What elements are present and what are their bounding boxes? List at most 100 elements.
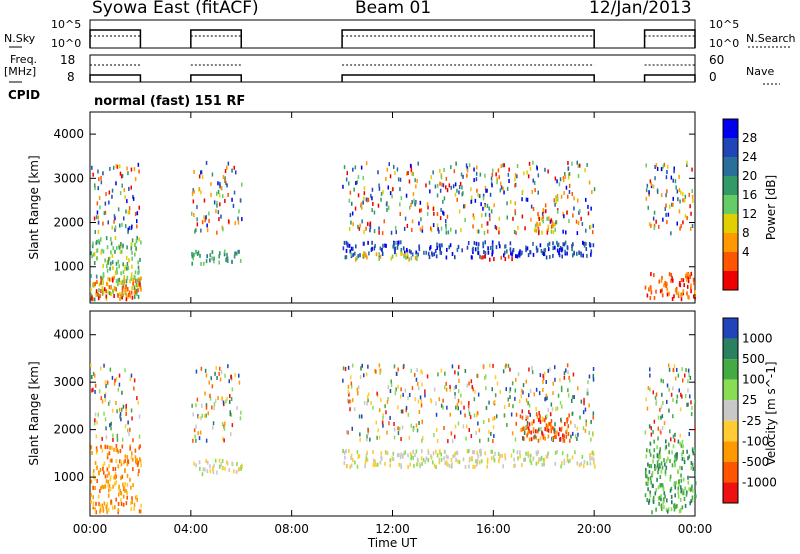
power-echo-cell <box>219 202 221 207</box>
power-echo-cell <box>403 253 406 258</box>
velocity-echo-cell <box>427 458 430 463</box>
power-echo-cell <box>547 224 550 229</box>
velocity-echo-cell <box>687 480 690 485</box>
velocity-echo-cell <box>677 494 680 499</box>
power-echo-cell <box>474 247 477 252</box>
power-echo-cell <box>366 198 369 203</box>
power-echo-cell <box>119 223 121 228</box>
velocity-echo-cell <box>667 507 670 512</box>
velocity-echo-cell <box>398 452 400 457</box>
power-echo-cell <box>96 280 98 285</box>
power-echo-cell <box>653 295 656 300</box>
power-echo-cell <box>355 181 357 186</box>
power-echo-cell <box>454 182 457 187</box>
nsky-tick-top: 10^5 <box>51 18 82 31</box>
power-echo-cell <box>370 193 372 198</box>
velocity-echo-cell <box>453 453 456 458</box>
power-echo-cell <box>577 198 579 203</box>
power-echo-cell <box>670 278 672 283</box>
velocity-echo-cell <box>514 437 517 442</box>
velocity-echo-cell <box>476 462 478 467</box>
velocity-echo-cell <box>102 467 104 471</box>
velocity-echo-cell <box>201 403 203 408</box>
velocity-echo-cell <box>527 401 529 406</box>
power-echo-cell <box>666 281 668 286</box>
velocity-echo-cell <box>566 363 569 368</box>
power-echo-cell <box>477 229 480 234</box>
power-colorbar-segment <box>723 119 738 138</box>
power-echo-cell <box>138 205 140 210</box>
power-echo-cell <box>566 210 568 215</box>
velocity-echo-cell <box>664 469 667 474</box>
power-echo-cell <box>200 170 202 175</box>
velocity-echo-cell <box>415 423 418 428</box>
power-echo-cell <box>118 245 121 250</box>
velocity-echo-cell <box>393 364 396 369</box>
power-echo-cell <box>433 252 436 257</box>
power-echo-cell <box>536 221 539 226</box>
power-echo-cell <box>114 225 117 230</box>
velocity-echo-cell <box>352 458 354 462</box>
power-echo-cell <box>114 249 116 254</box>
power-echo-cell <box>472 250 474 254</box>
power-echo-cell <box>490 176 493 181</box>
power-echo-cell <box>431 252 434 257</box>
velocity-echo-cell <box>129 477 131 482</box>
power-echo-cell <box>577 163 579 168</box>
power-echo-cell <box>205 259 208 264</box>
power-echo-cell <box>454 192 457 197</box>
power-echo-cell <box>137 265 140 270</box>
velocity-echo-cell <box>95 434 98 439</box>
velocity-echo-cell <box>414 372 416 377</box>
velocity-echo-cell <box>347 390 349 394</box>
beam-title: Beam 01 <box>355 0 432 18</box>
velocity-echo-cell <box>664 494 666 499</box>
power-echo-cell <box>129 294 131 299</box>
velocity-echo-cell <box>413 463 415 468</box>
velocity-echo-cell <box>676 452 678 456</box>
power-echo-cell <box>348 198 351 203</box>
velocity-echo-cell <box>485 374 487 379</box>
velocity-echo-cell <box>126 491 128 496</box>
freq-tick-top: 18 <box>60 53 76 67</box>
power-echo-cell <box>498 175 500 180</box>
power-echo-cell <box>373 246 376 251</box>
power-echo-cell <box>360 165 363 170</box>
velocity-echo-cell <box>400 409 403 414</box>
velocity-echo-cell <box>668 450 670 455</box>
power-echo-cell <box>567 166 570 171</box>
velocity-echo-cell <box>106 467 109 472</box>
power-echo-cell <box>440 250 443 255</box>
velocity-echo-cell <box>665 507 668 512</box>
power-echo-cell <box>128 210 131 215</box>
power-echo-cell <box>111 260 114 265</box>
velocity-echo-cell <box>672 368 675 373</box>
velocity-echo-cell <box>472 464 474 469</box>
power-echo-cell <box>352 167 354 172</box>
velocity-colorbar-tick: 500 <box>742 352 765 366</box>
power-echo-cell <box>225 258 227 263</box>
velocity-echo-cell <box>514 396 516 401</box>
power-echo-cell <box>459 181 462 186</box>
velocity-echo-cell <box>644 471 647 475</box>
power-echo-cell <box>663 283 665 288</box>
power-echo-cell <box>537 173 540 178</box>
velocity-echo-cell <box>557 432 560 437</box>
power-echo-cell <box>136 283 139 288</box>
power-echo-cell <box>389 174 392 179</box>
power-echo-cell <box>123 275 126 279</box>
power-echo-cell <box>440 173 443 178</box>
power-echo-cell <box>92 281 95 286</box>
power-echo-cell <box>105 192 107 197</box>
velocity-echo-cell <box>409 452 412 456</box>
velocity-echo-cell <box>109 475 112 480</box>
power-echo-cell <box>102 280 105 285</box>
power-echo-cell <box>427 251 430 256</box>
velocity-echo-cell <box>691 498 694 503</box>
velocity-echo-cell <box>111 375 114 380</box>
velocity-echo-cell <box>552 426 555 431</box>
velocity-echo-cell <box>106 452 109 457</box>
velocity-echo-cell <box>422 436 424 441</box>
power-echo-cell <box>494 224 497 229</box>
velocity-echo-cell <box>350 384 353 389</box>
